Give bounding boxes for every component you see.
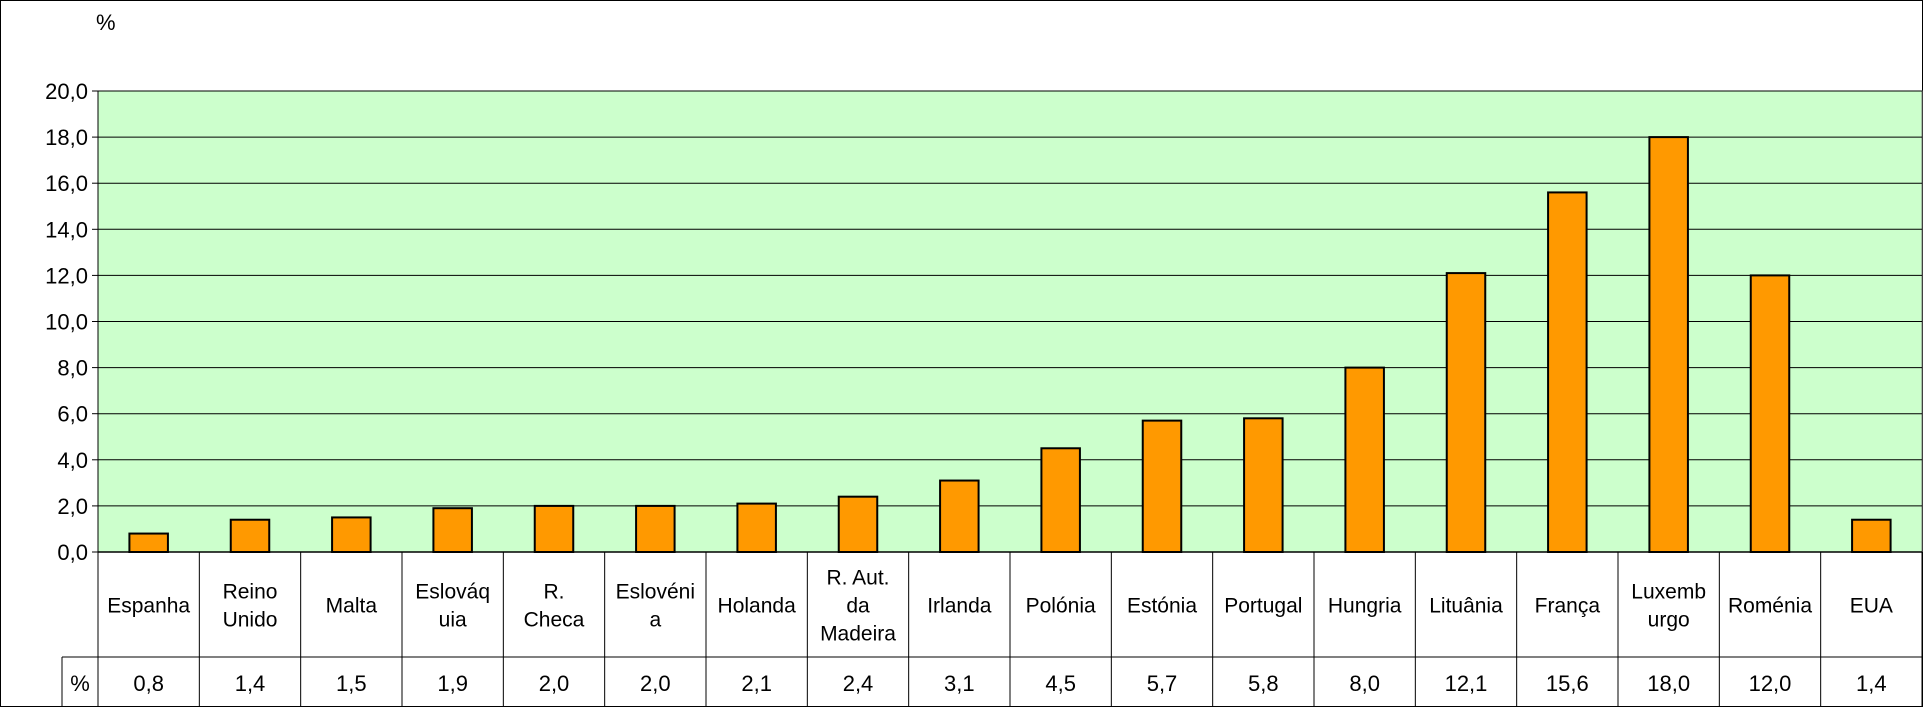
y-tick-label: 4,0 [57, 448, 88, 473]
value-label: 12,1 [1445, 671, 1488, 696]
value-label: 4,5 [1045, 671, 1076, 696]
value-label: 8,0 [1349, 671, 1380, 696]
value-label: 2,1 [741, 671, 772, 696]
category-label: Portugal [1224, 595, 1302, 618]
category-label: Luxemb [1631, 581, 1706, 604]
category-label: Eslováq [415, 581, 490, 604]
bar [432, 507, 473, 553]
bar [1445, 272, 1487, 553]
value-label: 15,6 [1546, 671, 1589, 696]
category-label: Roménia [1728, 595, 1812, 618]
bar [1851, 518, 1892, 553]
category-label: Checa [524, 609, 585, 632]
value-label: 12,0 [1749, 671, 1792, 696]
category-label: Eslovéni [616, 581, 695, 604]
category-label: Polónia [1026, 595, 1096, 618]
value-label: 2,0 [640, 671, 671, 696]
y-axis-ticks: 0,0 2,0 4,0 6,0 8,0 10,0 12,0 14,0 16,0 18,0 20,0 [45, 79, 99, 565]
category-label: Reino [223, 581, 278, 604]
bar [229, 518, 271, 553]
table-row-label: % [70, 671, 90, 696]
category-label: Madeira [820, 623, 896, 646]
category-label: Estónia [1127, 595, 1197, 618]
y-tick-label: 14,0 [45, 217, 88, 242]
y-tick-label: 16,0 [45, 171, 88, 196]
y-unit-label: % [96, 10, 116, 35]
category-label: R. Aut. [826, 567, 889, 590]
bar [1648, 136, 1689, 553]
value-label: 1,5 [336, 671, 367, 696]
bar [1749, 274, 1791, 553]
category-label: uia [439, 609, 467, 632]
data-table: % Espanha 0,8 Reino Unido 1,4 Malta 1,5 Eslováq u… [61, 551, 1923, 706]
value-label: 2,0 [539, 671, 570, 696]
value-label: 5,8 [1248, 671, 1279, 696]
category-label: Espanha [107, 595, 190, 618]
value-label: 2,4 [843, 671, 874, 696]
value-label: 0,8 [133, 671, 164, 696]
category-label: a [649, 609, 661, 632]
category-label: R. [544, 581, 565, 604]
bar [1141, 419, 1183, 553]
value-label: 1,4 [235, 671, 266, 696]
y-tick-label: 6,0 [57, 402, 88, 427]
y-tick-label: 2,0 [57, 494, 88, 519]
category-label: Unido [223, 609, 278, 632]
bar [1040, 447, 1081, 553]
bar [939, 479, 980, 554]
y-tick-label: 20,0 [45, 79, 88, 104]
category-label: EUA [1850, 595, 1893, 618]
bar [533, 504, 575, 553]
category-label: Holanda [718, 595, 797, 618]
category-label: Hungria [1328, 595, 1402, 618]
bars [128, 136, 1892, 554]
category-label: França [1535, 595, 1601, 618]
bar [1243, 417, 1284, 553]
y-tick-label: 8,0 [57, 356, 88, 381]
category-label: da [846, 595, 870, 618]
bar [736, 502, 777, 553]
y-tick-label: 10,0 [45, 310, 88, 335]
y-tick-label: 12,0 [45, 263, 88, 288]
value-label: 1,9 [437, 671, 468, 696]
category-label: Irlanda [927, 595, 992, 618]
y-tick-label: 0,0 [57, 540, 88, 565]
value-label: 1,4 [1856, 671, 1887, 696]
value-label: 5,7 [1147, 671, 1178, 696]
value-label: 3,1 [944, 671, 975, 696]
bar [128, 532, 169, 553]
bar [837, 495, 879, 553]
grid-lines [98, 90, 1922, 553]
bar [1344, 366, 1385, 553]
category-label: Lituânia [1429, 595, 1503, 618]
y-tick-label: 18,0 [45, 125, 88, 150]
category-label: urgo [1648, 609, 1690, 632]
bar [635, 504, 676, 553]
bar [1547, 191, 1588, 553]
category-label: Malta [326, 595, 378, 618]
bar [331, 516, 372, 553]
value-label: 18,0 [1647, 671, 1690, 696]
